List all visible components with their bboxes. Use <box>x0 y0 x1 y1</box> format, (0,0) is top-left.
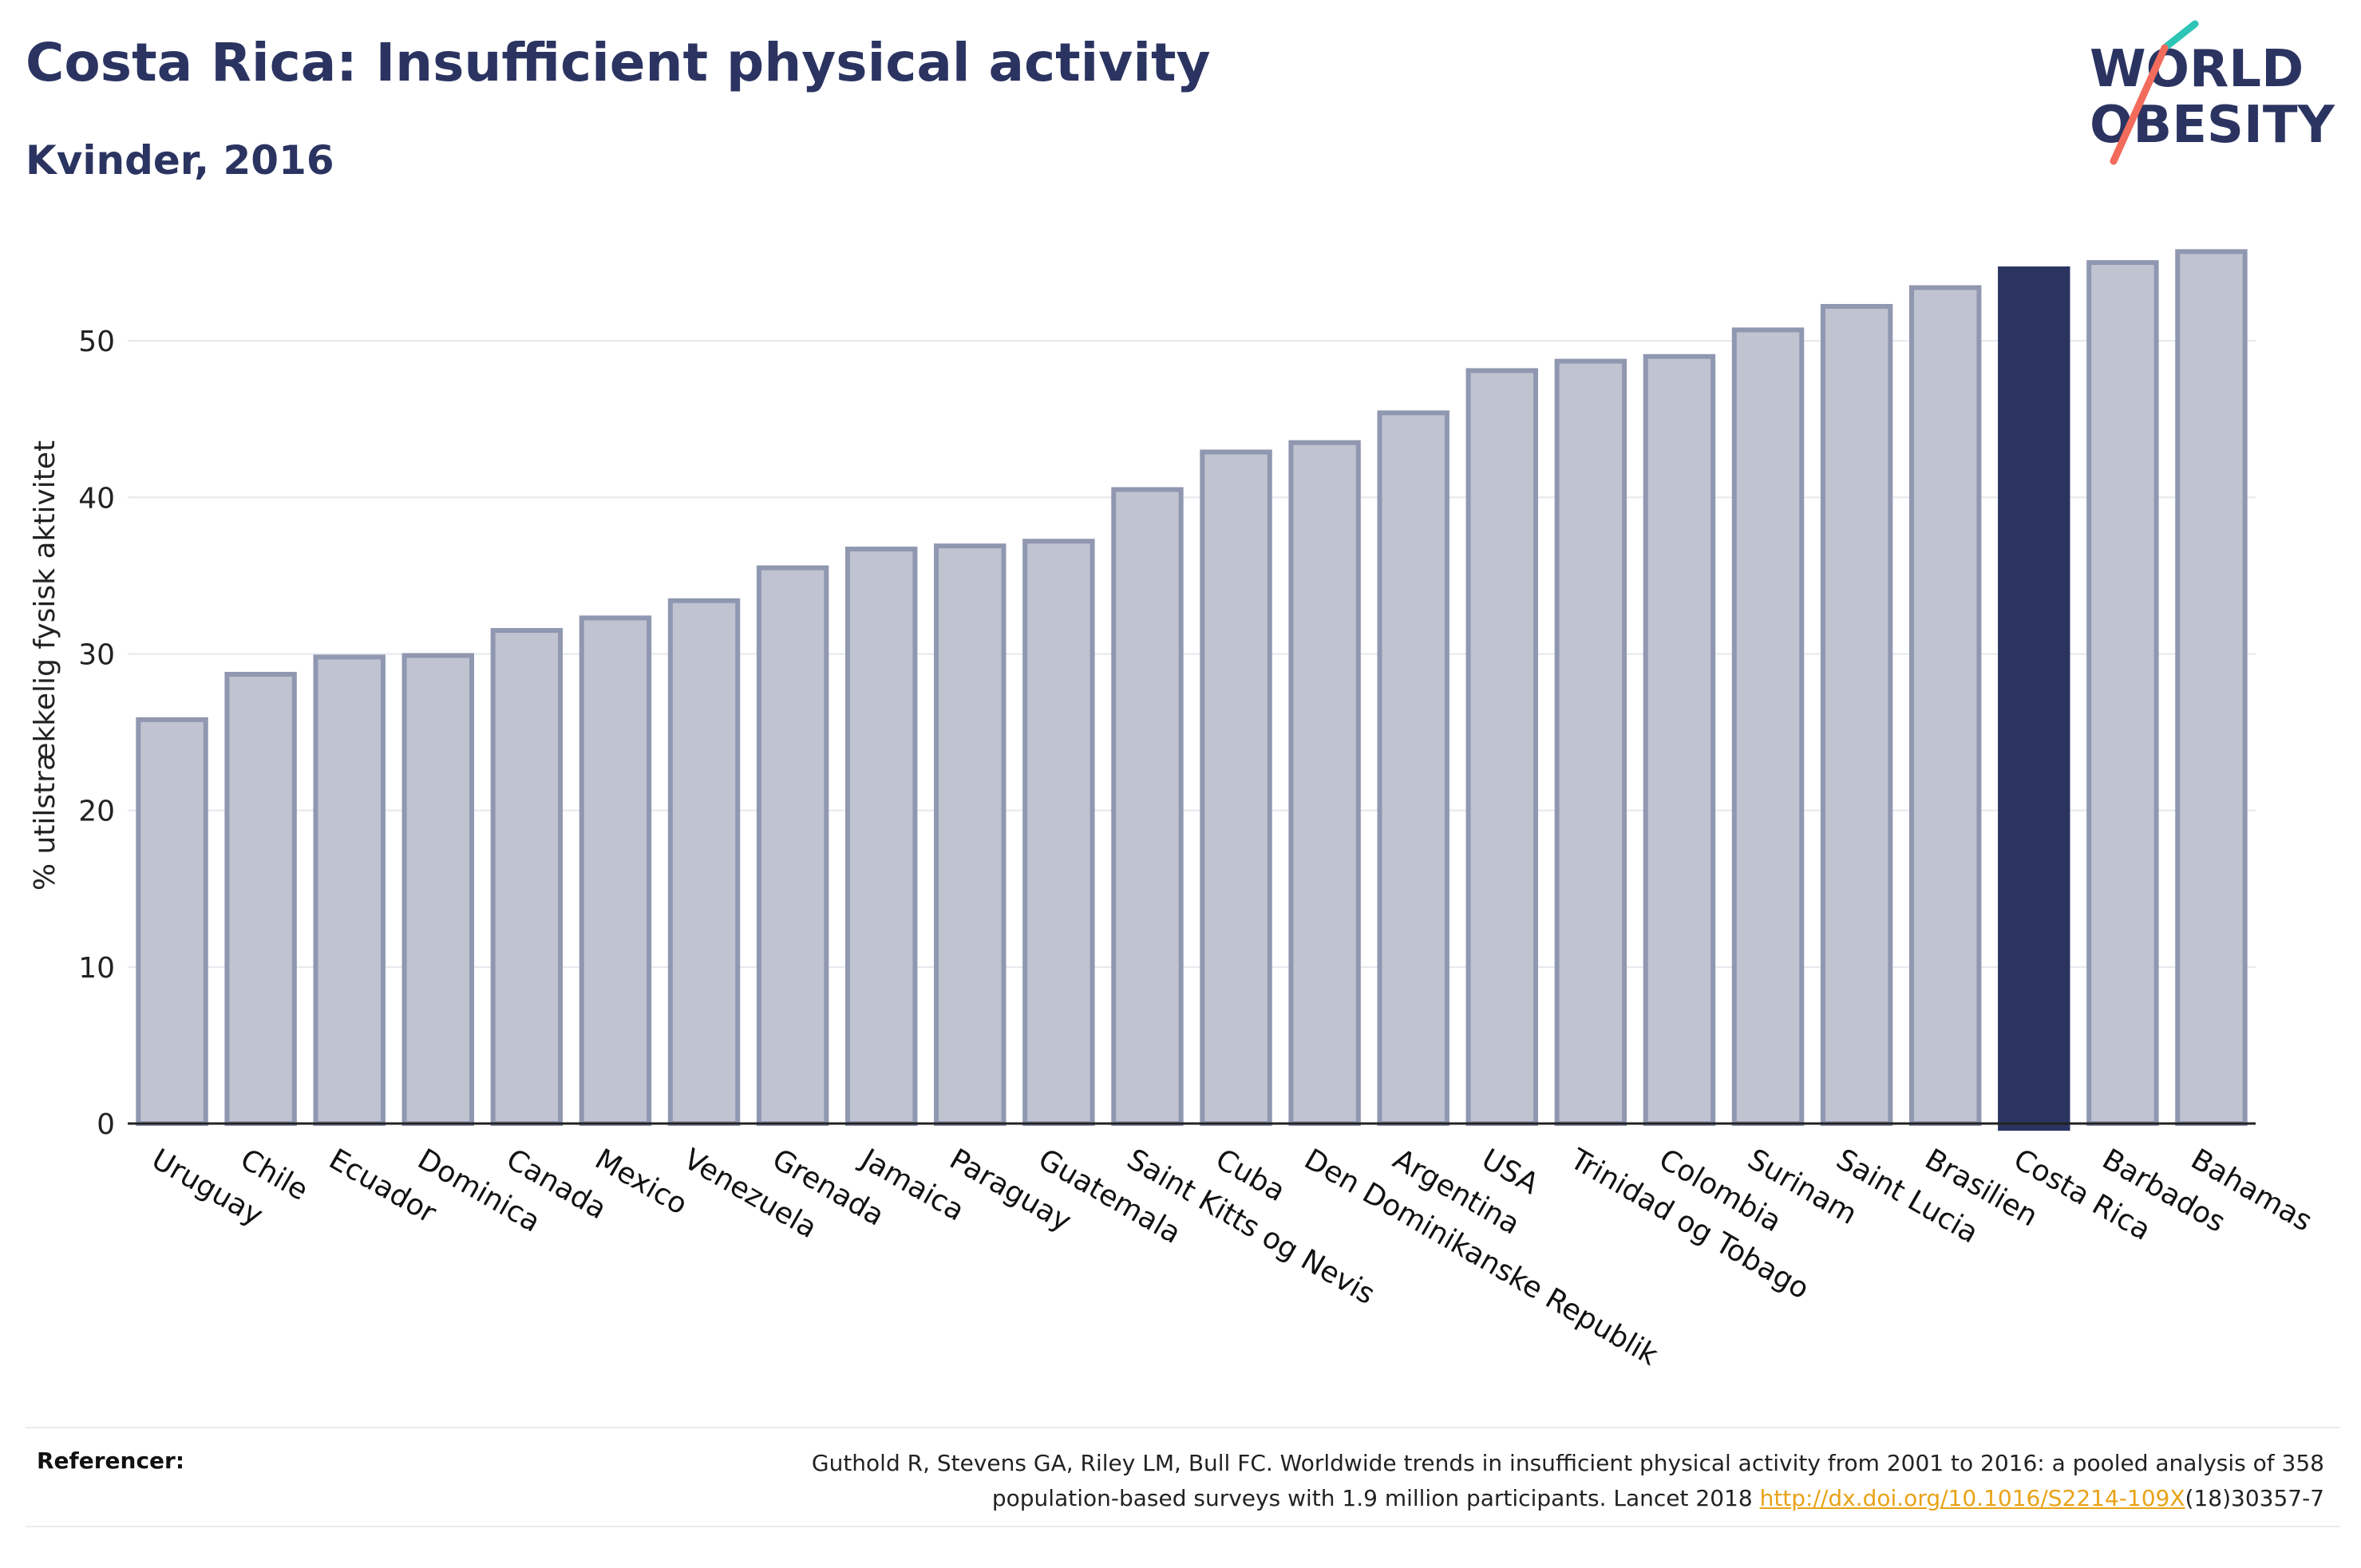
bar <box>2086 260 2159 1127</box>
y-tick-label: 30 <box>78 638 115 671</box>
reference-line-1: Guthold R, Stevens GA, Riley LM, Bull FC… <box>811 1450 2324 1476</box>
bar <box>1643 353 1716 1127</box>
y-axis-label: % utilstrækkelig fysisk aktivitet <box>29 440 61 891</box>
bar <box>136 717 208 1126</box>
bar <box>1908 285 1982 1127</box>
bars <box>136 249 2248 1132</box>
y-tick-label: 10 <box>78 952 115 985</box>
doi-link[interactable]: http://dx.doi.org/10.1016/S2214-109X <box>1759 1485 2185 1511</box>
chart-title: Costa Rica: Insufficient physical activi… <box>26 32 1211 93</box>
grid-lines <box>128 340 2256 968</box>
bar <box>1377 410 1449 1126</box>
bar <box>224 671 297 1126</box>
bar <box>2175 249 2248 1127</box>
y-axis-ticks: 0 10 20 30 40 50 <box>78 326 115 1141</box>
bar <box>401 653 475 1126</box>
references-label: Referencer: <box>37 1448 185 1474</box>
bar <box>844 547 918 1126</box>
bar <box>490 628 564 1126</box>
bar <box>1111 487 1184 1126</box>
reference-divider-top <box>26 1427 2340 1428</box>
bar <box>1554 358 1627 1126</box>
x-tick-label: Mexico <box>589 1143 692 1221</box>
bar <box>313 654 386 1126</box>
y-tick-label: 20 <box>78 796 115 828</box>
bar <box>1731 327 1805 1126</box>
reference-line-2-start: population-based surveys with 1.9 millio… <box>991 1485 1760 1511</box>
y-tick-label: 0 <box>97 1108 115 1141</box>
references-text: Guthold R, Stevens GA, Riley LM, Bull FC… <box>568 1446 2324 1516</box>
bar <box>756 565 829 1126</box>
bar <box>934 543 1006 1126</box>
reference-divider-bottom <box>26 1526 2340 1527</box>
bar <box>667 598 741 1126</box>
logo-slash-coral <box>2110 44 2169 165</box>
bar <box>579 615 652 1126</box>
bar <box>1288 440 1361 1126</box>
reference-line-2: population-based surveys with 1.9 millio… <box>568 1481 2324 1516</box>
y-tick-label: 40 <box>78 482 115 515</box>
bar <box>1022 539 1095 1126</box>
bar <box>1465 368 1539 1126</box>
world-obesity-logo: WORLD OBESITY <box>2090 20 2335 165</box>
bar <box>1200 449 1272 1126</box>
logo-line-1: WORLD <box>2090 40 2304 99</box>
reference-line-2-end: (18)30357-7 <box>2185 1485 2324 1511</box>
bar-highlight <box>1998 266 2070 1132</box>
y-tick-label: 50 <box>78 326 115 358</box>
chart-subtitle: Kvinder, 2016 <box>26 137 334 184</box>
logo-slash-teal <box>2161 20 2199 52</box>
bar <box>1820 303 1893 1126</box>
